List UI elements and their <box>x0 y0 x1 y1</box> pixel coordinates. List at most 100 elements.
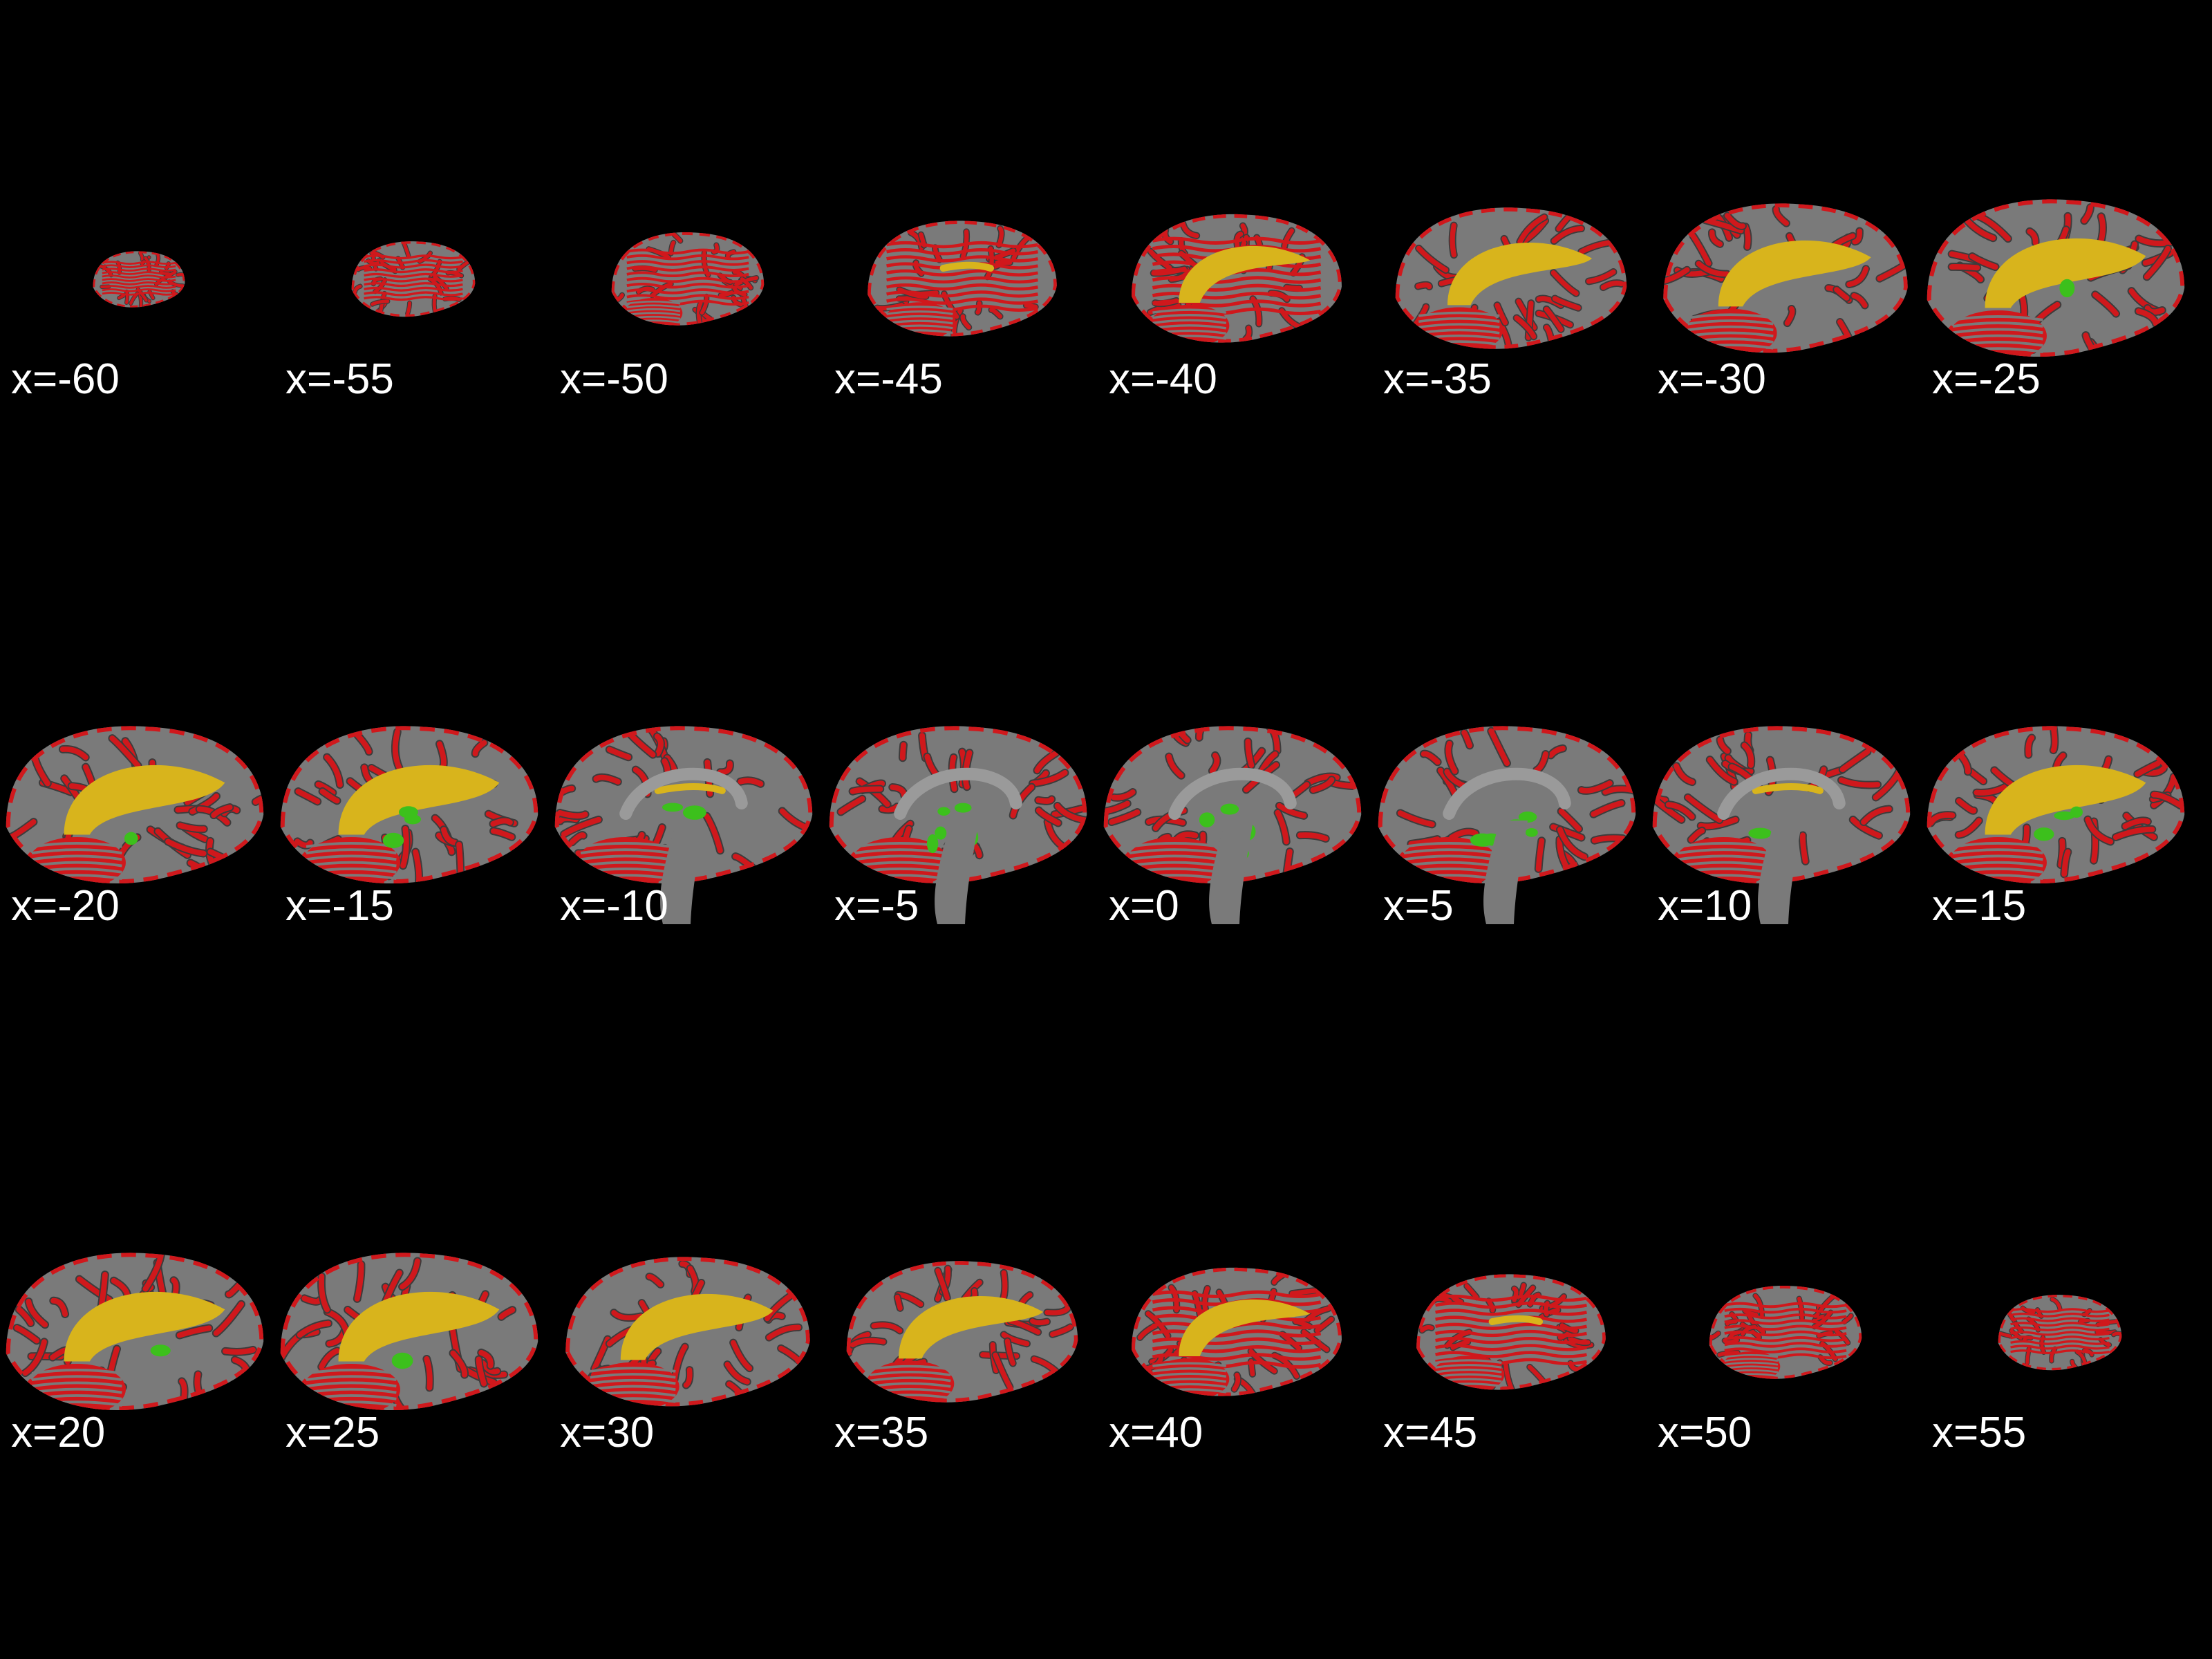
deep-gray-spot <box>1220 803 1239 815</box>
brain-slice-pos40: x=40 <box>1098 1206 1372 1454</box>
brain-slice-neg10: x=-10 <box>549 679 823 928</box>
white-matter-region <box>338 765 500 835</box>
slice-image <box>1395 207 1627 349</box>
deep-gray-spot <box>2059 279 2075 298</box>
brain-slice-neg40: x=-40 <box>1098 152 1372 401</box>
deep-gray-spot <box>2034 827 2054 841</box>
slice-image <box>829 726 1087 924</box>
brainstem <box>1758 821 1802 924</box>
slice-image <box>1927 199 2185 357</box>
brain-slice-pos15: x=15 <box>1921 679 2195 928</box>
deep-gray-spot <box>662 803 684 812</box>
white-matter-region <box>654 782 726 794</box>
brain-slice-pos20: x=20 <box>0 1206 274 1454</box>
brain-slice-neg15: x=-15 <box>274 679 549 928</box>
brain-slice-neg25: x=-25 <box>1921 152 2195 401</box>
slice-image <box>565 1257 810 1407</box>
corpus-callosum <box>1443 767 1571 820</box>
brain-slice-neg35: x=-35 <box>1372 152 1647 401</box>
brain-slice-pos10: x=10 <box>1647 679 1921 928</box>
slice-image <box>280 1253 538 1411</box>
white-matter-region <box>899 1295 1044 1359</box>
brain-slice-pos45: x=45 <box>1372 1206 1647 1454</box>
white-matter-region <box>939 261 995 272</box>
brain-slice-pos5: x=5 <box>1372 679 1647 928</box>
slice-coordinate-label: x=50 <box>1658 1409 1752 1456</box>
corpus-callosum <box>894 767 1022 820</box>
slice-coordinate-label: x=-60 <box>11 355 120 403</box>
slice-image <box>351 241 476 317</box>
brain-slice-pos35: x=35 <box>823 1206 1098 1454</box>
deep-gray-spot <box>926 834 939 854</box>
deep-gray-spot <box>404 814 421 825</box>
slice-coordinate-label: x=-55 <box>285 355 394 403</box>
white-matter-region <box>338 1291 500 1362</box>
slice-image <box>1663 203 1908 353</box>
brain-slice-pos55: x=55 <box>1921 1206 2195 1454</box>
white-matter-region <box>1718 240 1871 307</box>
deep-gray-spot <box>1748 827 1772 839</box>
tissue-overlay <box>1998 1295 2122 1371</box>
brain-slice-pos30: x=30 <box>549 1206 823 1454</box>
slice-coordinate-label: x=-40 <box>1109 355 1217 403</box>
slice-coordinate-label: x=-10 <box>560 882 668 930</box>
slice-coordinate-label: x=-35 <box>1383 355 1492 403</box>
deep-gray-spot <box>1199 812 1215 827</box>
white-matter-region <box>1752 782 1824 794</box>
white-matter-region <box>1179 245 1311 303</box>
slice-coordinate-label: x=25 <box>285 1409 380 1456</box>
white-matter-region <box>64 765 225 835</box>
brainstem <box>935 821 979 924</box>
slice-image <box>1378 726 1636 924</box>
slice-image <box>1416 1274 1606 1390</box>
deep-gray-spot <box>682 805 706 820</box>
brain-slice-pos50: x=50 <box>1647 1206 1921 1454</box>
white-matter-region <box>1985 238 2146 308</box>
slice-coordinate-label: x=5 <box>1383 882 1454 930</box>
brain-slice-pos25: x=25 <box>274 1206 549 1454</box>
tissue-overlay <box>1132 1267 1342 1396</box>
slice-image <box>554 726 813 924</box>
slice-coordinate-label: x=-5 <box>834 882 919 930</box>
slice-image <box>1709 1285 1862 1379</box>
slice-image <box>6 1253 264 1411</box>
corpus-callosum <box>1168 767 1297 820</box>
tissue-overlay <box>351 241 476 317</box>
tissue-overlay <box>1663 203 1908 353</box>
slice-image <box>846 1261 1078 1403</box>
slice-image <box>1103 726 1362 924</box>
brainstem <box>660 821 704 924</box>
slice-image <box>1652 726 1911 924</box>
white-matter-region <box>64 1291 225 1362</box>
slice-coordinate-label: x=0 <box>1109 882 1179 930</box>
slice-image <box>1132 214 1342 343</box>
tissue-overlay <box>1416 1274 1606 1390</box>
corpus-callosum <box>1717 767 1846 820</box>
slice-coordinate-label: x=15 <box>1932 882 2027 930</box>
tissue-overlay <box>1927 726 2185 884</box>
slice-coordinate-label: x=10 <box>1658 882 1752 930</box>
tissue-overlay <box>1709 1285 1862 1379</box>
tissue-overlay <box>1652 726 1911 884</box>
slice-image <box>280 726 538 884</box>
brain-slice-neg30: x=-30 <box>1647 152 1921 401</box>
tissue-overlay <box>554 726 813 884</box>
white-matter-region <box>1447 242 1593 306</box>
slice-coordinate-label: x=-25 <box>1932 355 2041 403</box>
brain-slice-neg60: x=-60 <box>0 152 274 401</box>
slice-coordinate-label: x=-20 <box>11 882 120 930</box>
slice-image <box>868 221 1057 337</box>
brain-slice-neg20: x=-20 <box>0 679 274 928</box>
slice-coordinate-label: x=-15 <box>285 882 394 930</box>
deep-gray-spot <box>954 803 972 813</box>
slice-image <box>1927 726 2185 884</box>
white-matter-region <box>1488 1315 1544 1326</box>
white-matter-region <box>1179 1299 1311 1357</box>
brainstem <box>1209 821 1253 924</box>
slice-coordinate-label: x=45 <box>1383 1409 1478 1456</box>
brain-slice-neg5: x=-5 <box>823 679 1098 928</box>
slice-coordinate-label: x=30 <box>560 1409 655 1456</box>
slice-image <box>1998 1295 2122 1371</box>
brainstem <box>1483 821 1528 924</box>
